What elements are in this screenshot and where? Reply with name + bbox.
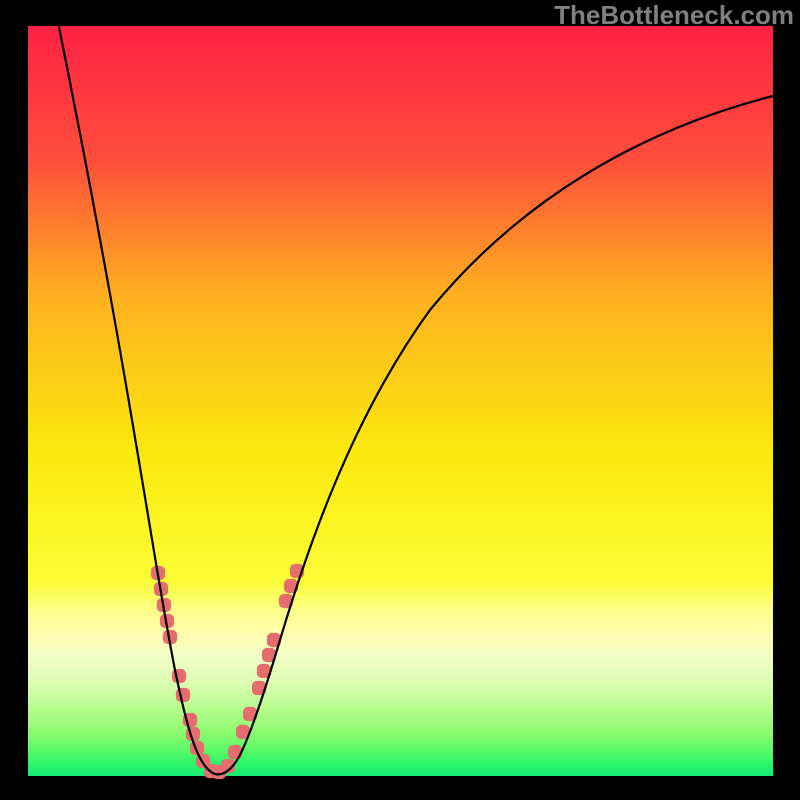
watermark-text: TheBottleneck.com <box>554 0 794 31</box>
marker-point <box>172 669 186 683</box>
plot-background <box>28 26 773 776</box>
chart-frame: TheBottleneck.com <box>0 0 800 800</box>
chart-svg <box>0 0 800 800</box>
marker-point <box>176 688 190 702</box>
